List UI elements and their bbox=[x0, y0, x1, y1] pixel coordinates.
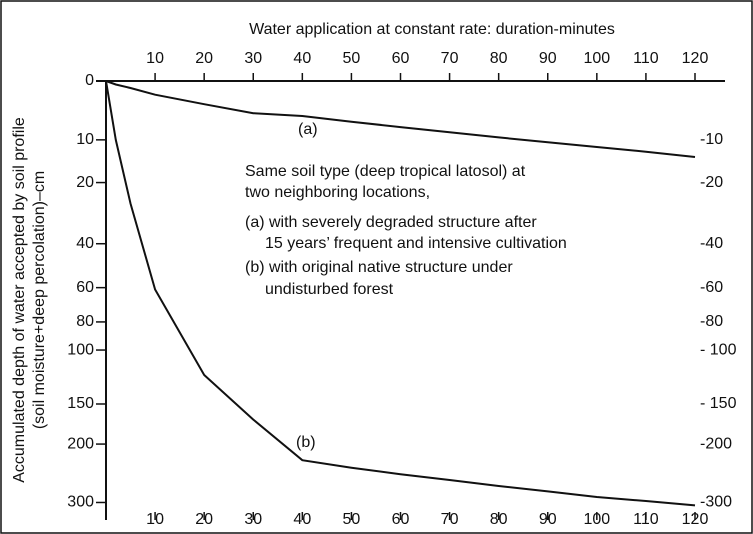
x-tick-label-bottom: 120 bbox=[682, 511, 709, 528]
y-tick-label: 200 bbox=[67, 435, 94, 452]
x-tick-label-bottom: 10 bbox=[146, 511, 164, 528]
x-tick-label-top: 100 bbox=[583, 50, 610, 67]
y-tick-label: 150 bbox=[67, 395, 94, 412]
y2-tick-label: -40 bbox=[700, 235, 723, 252]
x-tick-label-bottom: 100 bbox=[583, 511, 610, 528]
x-tick-label-top: 10 bbox=[146, 50, 164, 67]
x-tick-label-top: 110 bbox=[633, 50, 659, 67]
y2-tick-label: - 100 bbox=[700, 341, 737, 358]
x-tick-label-top: 70 bbox=[441, 50, 459, 67]
x-tick-label-top: 40 bbox=[293, 50, 311, 67]
y-tick-label: 60 bbox=[76, 279, 94, 296]
x-tick-label-bottom: 110 bbox=[633, 511, 659, 528]
y2-tick-label: -300 bbox=[700, 494, 732, 511]
y-tick-label: 100 bbox=[67, 341, 94, 358]
x-tick-label-top: 90 bbox=[539, 50, 557, 67]
x-tick-label-bottom: 90 bbox=[539, 511, 557, 528]
y2-tick-label: -80 bbox=[700, 313, 723, 330]
x-tick-label-bottom: 50 bbox=[343, 511, 361, 528]
x-axis-label: Water application at constant rate: dura… bbox=[249, 21, 615, 38]
x-tick-label-bottom: 80 bbox=[490, 511, 508, 528]
x-tick-label-top: 20 bbox=[195, 50, 213, 67]
x-tick-label-bottom: 40 bbox=[293, 511, 311, 528]
annotation: two neighboring locations, bbox=[245, 184, 430, 201]
annotation: Same soil type (deep tropical latosol) a… bbox=[245, 163, 526, 180]
x-tick-label-top: 30 bbox=[244, 50, 262, 67]
annotation: 15 years’ frequent and intensive cultiva… bbox=[265, 235, 567, 252]
series-label: (b) bbox=[296, 434, 316, 451]
x-tick-label-top: 50 bbox=[343, 50, 361, 67]
y2-tick-label: -60 bbox=[700, 279, 723, 296]
annotation: (b) with original native structure under bbox=[245, 259, 513, 276]
x-tick-label-bottom: 20 bbox=[195, 511, 213, 528]
x-tick-label-top: 60 bbox=[392, 50, 410, 67]
y-axis-label: Accumulated depth of water accepted by s… bbox=[11, 117, 28, 483]
x-tick-label-bottom: 30 bbox=[244, 511, 262, 528]
series-line bbox=[105, 80, 696, 158]
y2-tick-label: - 150 bbox=[700, 395, 737, 412]
y-tick-label: 40 bbox=[76, 235, 94, 252]
y-tick-label: 0 bbox=[85, 72, 94, 89]
annotation: undisturbed forest bbox=[265, 281, 394, 298]
y2-tick-label: -200 bbox=[700, 435, 732, 452]
y-tick-label: 80 bbox=[76, 313, 94, 330]
y2-tick-label: -20 bbox=[700, 174, 723, 191]
x-tick-label-top: 120 bbox=[682, 50, 709, 67]
x-tick-label-top: 80 bbox=[490, 50, 508, 67]
series-label: (a) bbox=[298, 121, 318, 138]
annotation: (a) with severely degraded structure aft… bbox=[245, 214, 537, 231]
y-tick-label: 300 bbox=[67, 494, 94, 511]
y2-tick-label: -10 bbox=[700, 131, 723, 148]
x-tick-label-bottom: 60 bbox=[392, 511, 410, 528]
y-axis-label: (soil moisture+deep percolation)–cm bbox=[31, 171, 48, 429]
x-tick-label-bottom: 70 bbox=[441, 511, 459, 528]
series-line bbox=[105, 80, 696, 507]
y-tick-label: 20 bbox=[76, 174, 94, 191]
y-tick-label: 10 bbox=[76, 131, 94, 148]
